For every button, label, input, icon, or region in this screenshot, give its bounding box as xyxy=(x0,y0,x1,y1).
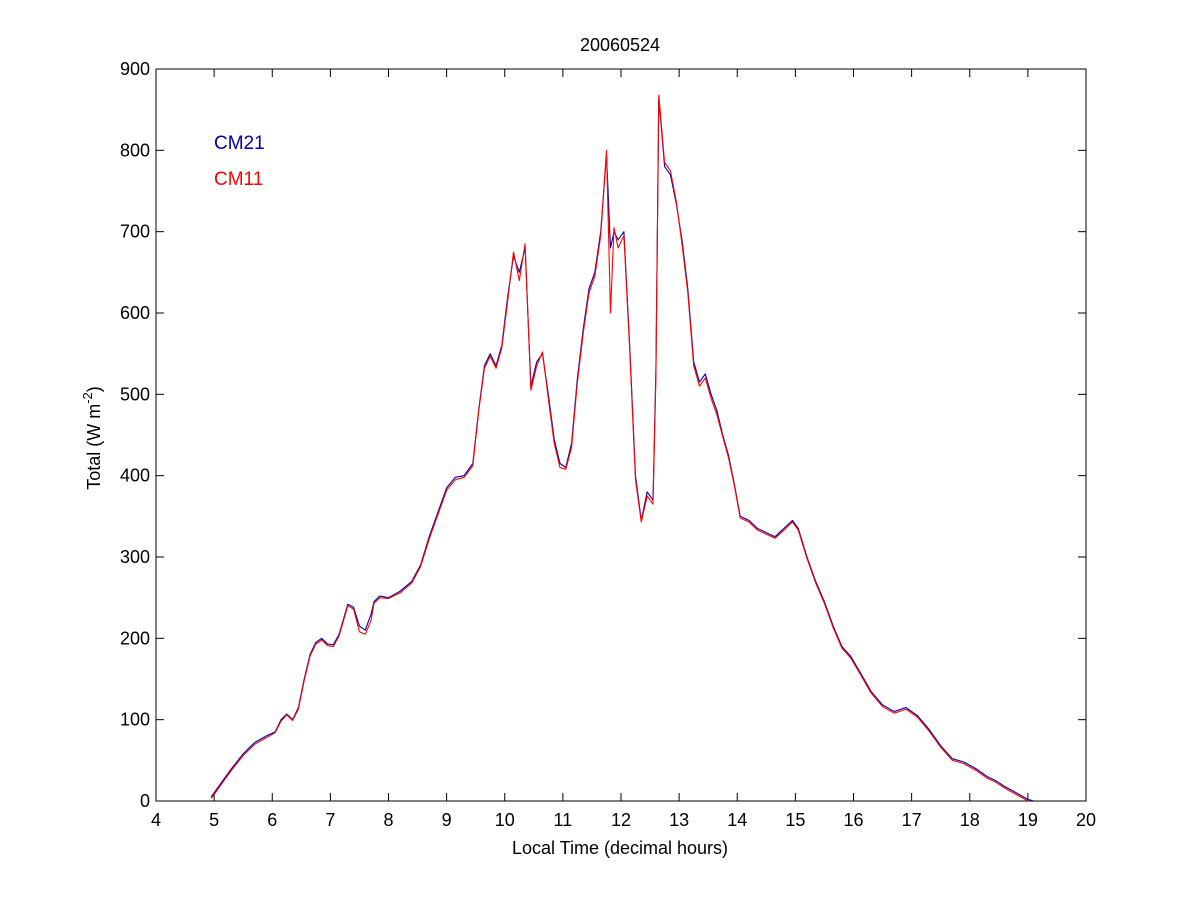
x-tick-label: 20 xyxy=(1076,810,1096,830)
x-tick-label: 19 xyxy=(1018,810,1038,830)
x-tick-label: 6 xyxy=(267,810,277,830)
x-axis: 4 5 6 7 8 9 10 11 12 13 14 15 16 17 18 19 20 xyxy=(151,69,1096,830)
x-tick-label: 4 xyxy=(151,810,161,830)
y-tick-label: 0 xyxy=(140,791,150,811)
plot-area xyxy=(155,68,1087,802)
y-tick-label: 700 xyxy=(120,222,150,242)
series-line-cm11 xyxy=(210,94,1031,801)
y-axis-label-sup: -2 xyxy=(80,392,95,404)
y-tick-label: 900 xyxy=(120,59,150,79)
x-tick-label: 7 xyxy=(325,810,335,830)
x-tick-label: 8 xyxy=(383,810,393,830)
x-tick-label: 10 xyxy=(495,810,515,830)
x-tick-label: 11 xyxy=(554,810,573,830)
x-tick-label: 12 xyxy=(611,810,631,830)
legend: CM21 CM11 xyxy=(214,133,265,190)
y-axis-label: Total (W m-2) xyxy=(80,386,104,490)
x-tick-label: 13 xyxy=(669,810,689,830)
y-axis-label-close: ) xyxy=(84,386,104,392)
x-tick-label: 5 xyxy=(209,810,219,830)
x-axis-label: Local Time (decimal hours) xyxy=(512,838,728,858)
y-tick-label: 400 xyxy=(120,466,150,486)
plot-frame xyxy=(155,68,1087,802)
y-tick-label: 500 xyxy=(120,384,150,404)
x-tick-label: 14 xyxy=(727,810,747,830)
legend-entry-cm11: CM11 xyxy=(214,169,263,190)
x-tick-label: 9 xyxy=(442,810,452,830)
x-tick-label: 16 xyxy=(843,810,863,830)
x-tick-label: 17 xyxy=(902,810,922,830)
y-tick-label: 600 xyxy=(120,303,150,323)
y-tick-label: 200 xyxy=(120,628,150,648)
y-tick-label: 800 xyxy=(120,140,150,160)
chart-title: 20060524 xyxy=(580,35,660,55)
legend-entry-cm21: CM21 xyxy=(214,133,265,154)
y-tick-label: 300 xyxy=(120,547,150,567)
x-tick-label: 15 xyxy=(785,810,805,830)
y-axis: 0 100 200 300 400 500 600 700 800 900 xyxy=(120,59,1086,811)
y-tick-label: 100 xyxy=(120,710,150,730)
x-tick-label: 18 xyxy=(960,810,980,830)
y-axis-label-main: Total (W m xyxy=(84,404,104,490)
series-group xyxy=(210,94,1036,801)
